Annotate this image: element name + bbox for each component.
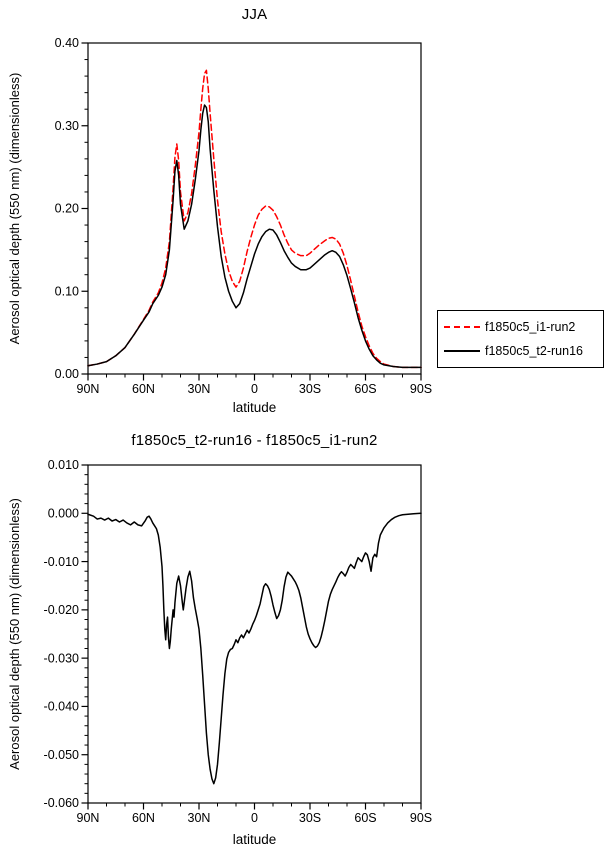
svg-text:-0.010: -0.010 — [44, 555, 79, 569]
svg-text:30S: 30S — [299, 382, 321, 396]
legend-label-run16: f1850c5_t2-run16 — [485, 344, 583, 358]
legend-entry-run2: f1850c5_i1-run2 — [444, 320, 597, 334]
aod-difference-chart: f1850c5_t2-run16 - f1850c5_i1-run2 Aeros… — [0, 430, 607, 860]
svg-text:0.20: 0.20 — [55, 202, 79, 216]
svg-text:0: 0 — [251, 382, 258, 396]
aod-by-latitude-chart: JJA Aerosol optical depth (550 nm) (dime… — [7, 6, 604, 415]
svg-text:90N: 90N — [77, 382, 100, 396]
chart-canvas-top: 90N 60N 30N 0 30S 60S 90S 0.00 0.10 0.20 0.30 0.40 — [55, 36, 432, 396]
svg-text:-0.030: -0.030 — [44, 651, 79, 665]
svg-text:-0.060: -0.060 — [44, 796, 79, 810]
svg-text:0: 0 — [251, 811, 258, 825]
x-axis-label-bottom: latitude — [232, 832, 277, 847]
chart-canvas-bottom: 90N 60N 30N 0 30S 60S 90S 0.010 0.000 -0.010 -0.02… — [44, 458, 433, 825]
svg-text:60N: 60N — [132, 382, 155, 396]
svg-text:30S: 30S — [299, 811, 321, 825]
svg-text:60S: 60S — [354, 811, 376, 825]
red-dashed-line-sample — [444, 326, 480, 328]
svg-text:-0.050: -0.050 — [44, 748, 79, 762]
black-solid-line-sample — [444, 350, 480, 352]
svg-text:0.000: 0.000 — [48, 506, 79, 520]
svg-text:0.00: 0.00 — [55, 367, 79, 381]
legend-label-run2: f1850c5_i1-run2 — [485, 320, 576, 334]
svg-text:90S: 90S — [410, 811, 432, 825]
svg-text:0.010: 0.010 — [48, 458, 79, 472]
x-axis-label-top: latitude — [232, 400, 277, 415]
legend-box: f1850c5_i1-run2 f1850c5_t2-run16 — [437, 310, 604, 368]
chart-title-top: JJA — [241, 6, 268, 23]
svg-text:-0.020: -0.020 — [44, 603, 79, 617]
svg-text:0.30: 0.30 — [55, 119, 79, 133]
svg-text:-0.040: -0.040 — [44, 700, 79, 714]
svg-text:30N: 30N — [188, 811, 211, 825]
svg-text:30N: 30N — [188, 382, 211, 396]
chart-title-bottom: f1850c5_t2-run16 - f1850c5_i1-run2 — [131, 432, 378, 449]
svg-text:90N: 90N — [77, 811, 100, 825]
svg-text:0.40: 0.40 — [55, 36, 79, 50]
legend-entry-run16: f1850c5_t2-run16 — [444, 344, 597, 358]
svg-text:60N: 60N — [132, 811, 155, 825]
svg-text:0.10: 0.10 — [55, 284, 79, 298]
svg-text:60S: 60S — [354, 382, 376, 396]
svg-text:90S: 90S — [410, 382, 432, 396]
